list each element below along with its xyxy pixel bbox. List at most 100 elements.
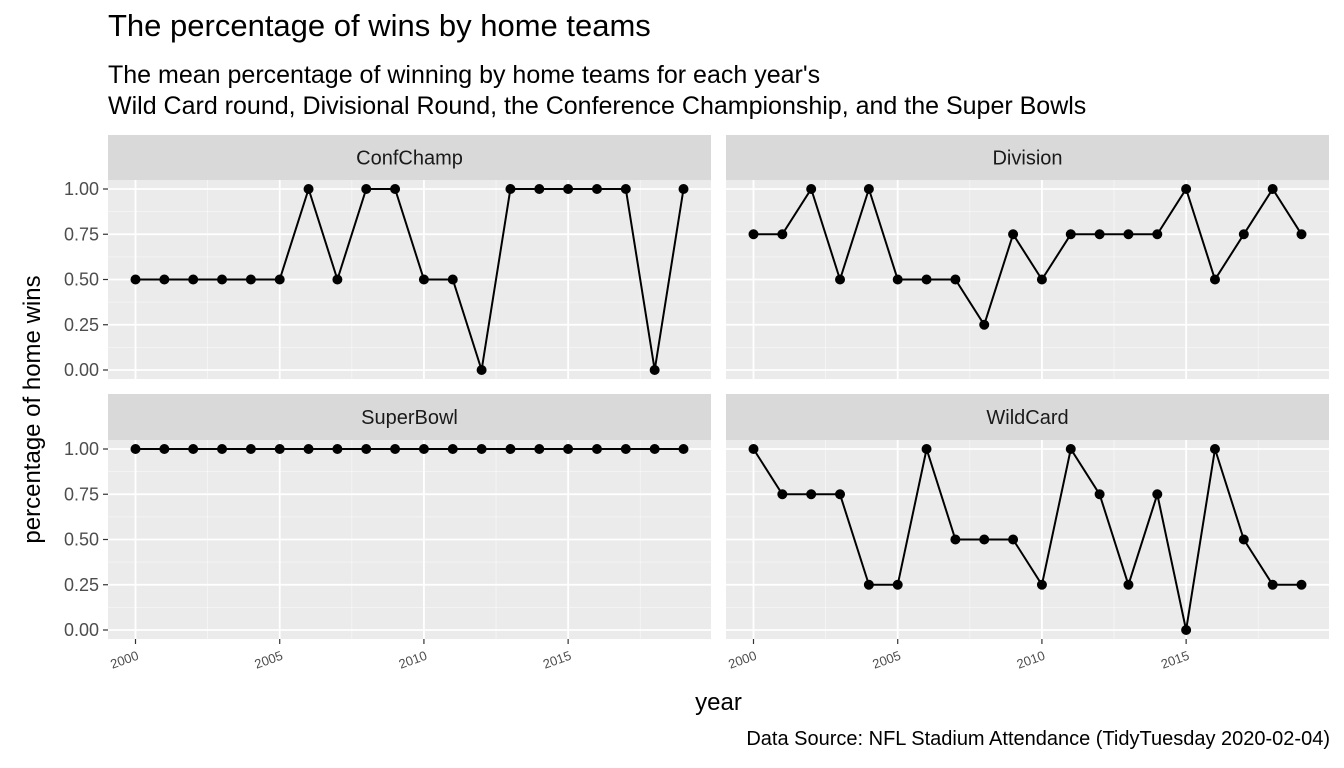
data-point: [563, 184, 574, 194]
data-point: [332, 274, 343, 285]
data-point: [649, 365, 660, 375]
facet-superbowl: SuperBowl 0.00 0.25 0.50 0.75 1.00 2000 2005 201…: [64, 394, 711, 672]
data-point: [950, 534, 961, 545]
x-tick-label: 2015: [1159, 648, 1191, 672]
data-point: [505, 184, 516, 194]
facet-wildcard: WildCard 2000 2005 2010 2015: [726, 394, 1329, 672]
y-tick-label: 0.50: [64, 270, 99, 290]
facet-division: Division: [726, 135, 1329, 379]
data-point: [245, 444, 256, 454]
facet-strip: [726, 394, 1329, 440]
data-point: [863, 184, 874, 194]
subtitle-line-1: The mean percentage of winning by home t…: [108, 61, 821, 89]
data-point: [159, 444, 170, 454]
y-tick-label: 0.75: [64, 224, 99, 244]
data-point: [188, 444, 199, 454]
data-point: [1181, 625, 1192, 635]
data-point: [1094, 489, 1105, 500]
x-tick-label: 2000: [726, 648, 758, 672]
data-point: [1123, 229, 1134, 240]
data-point: [303, 444, 314, 454]
data-point: [591, 444, 602, 454]
data-point: [1238, 534, 1249, 545]
series-line: [752, 445, 1302, 631]
facet-strip-label: SuperBowl: [361, 407, 458, 429]
chart-caption: Data Source: NFL Stadium Attendance (Tid…: [746, 728, 1330, 750]
data-point: [1267, 579, 1278, 590]
data-point: [921, 274, 932, 285]
x-tick-label: 2005: [252, 648, 284, 672]
data-point: [217, 444, 228, 454]
data-point: [620, 184, 631, 194]
data-point: [950, 274, 961, 285]
y-axis-title: percentage of home wins: [19, 275, 46, 543]
facet-strip-label: Division: [992, 148, 1062, 170]
y-tick-label: 0.25: [64, 315, 99, 335]
x-tick-label: 2005: [870, 648, 902, 672]
data-point: [1152, 489, 1163, 500]
data-point: [863, 579, 874, 590]
data-point: [418, 274, 429, 285]
y-tick-label: 0.75: [64, 484, 99, 504]
subtitle-line-2: Wild Card round, Divisional Round, the C…: [108, 92, 1087, 120]
data-point: [892, 579, 903, 590]
data-point: [303, 184, 314, 194]
data-point: [361, 184, 372, 194]
data-point: [505, 444, 516, 454]
data-point: [1008, 534, 1019, 545]
y-tick-label: 0.25: [64, 575, 99, 595]
data-point: [1296, 229, 1307, 240]
data-point: [892, 274, 903, 285]
x-tick-label: 2010: [1015, 648, 1047, 672]
data-point: [1152, 229, 1163, 240]
data-point: [217, 274, 228, 285]
chart-title: The percentage of wins by home teams: [108, 8, 651, 43]
y-tick-label: 0.50: [64, 530, 99, 550]
data-point: [1181, 184, 1192, 194]
data-point: [130, 444, 141, 454]
data-point: [1065, 229, 1076, 240]
x-tick-label: 2000: [108, 648, 140, 672]
data-point: [274, 444, 285, 454]
data-point: [591, 184, 602, 194]
data-point: [649, 444, 660, 454]
data-point: [159, 274, 170, 285]
data-point: [777, 489, 788, 500]
x-axis-title: year: [695, 689, 742, 716]
data-point: [835, 274, 846, 285]
data-point: [130, 274, 141, 285]
data-point: [1296, 579, 1307, 590]
data-point: [1065, 444, 1076, 454]
data-point: [777, 229, 788, 240]
data-point: [245, 274, 256, 285]
facet-strip: [108, 135, 711, 180]
data-point: [979, 534, 990, 545]
data-point: [188, 274, 199, 285]
y-tick-label: 0.00: [64, 360, 99, 380]
data-point: [1209, 444, 1220, 454]
y-tick-label: 1.00: [64, 439, 99, 459]
data-point: [806, 184, 817, 194]
data-point: [835, 489, 846, 500]
data-point: [1094, 229, 1105, 240]
data-point: [563, 444, 574, 454]
facet-strip: [726, 135, 1329, 180]
data-point: [1209, 274, 1220, 285]
data-point: [390, 184, 401, 194]
series-line: [753, 185, 1303, 328]
data-point: [678, 444, 689, 454]
data-point: [1267, 184, 1278, 194]
data-point: [476, 444, 487, 454]
data-point: [748, 444, 759, 454]
y-tick-label: 1.00: [64, 179, 99, 199]
data-point: [390, 444, 401, 454]
data-point: [361, 444, 372, 454]
data-point: [534, 184, 545, 194]
data-point: [748, 229, 759, 240]
data-point: [1036, 579, 1047, 590]
x-tick-label: 2015: [541, 648, 573, 672]
data-point: [534, 444, 545, 454]
data-point: [620, 444, 631, 454]
y-tick-label: 0.00: [64, 620, 99, 640]
